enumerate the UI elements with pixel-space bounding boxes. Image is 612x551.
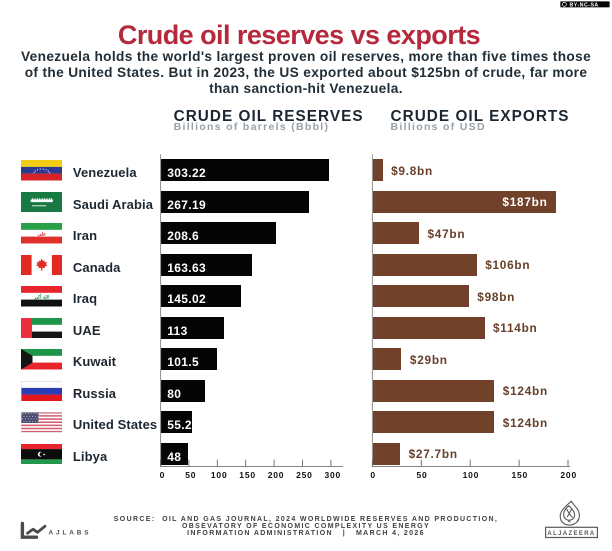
svg-text:الله أكبر: الله أكبر [33,292,50,300]
svg-text:AJLABS: AJLABS [49,530,92,537]
svg-text:ALJAZEERA: ALJAZEERA [547,531,595,537]
svg-text:BY-NC-SA: BY-NC-SA [569,2,598,8]
svg-text:علی: علی [37,231,46,237]
